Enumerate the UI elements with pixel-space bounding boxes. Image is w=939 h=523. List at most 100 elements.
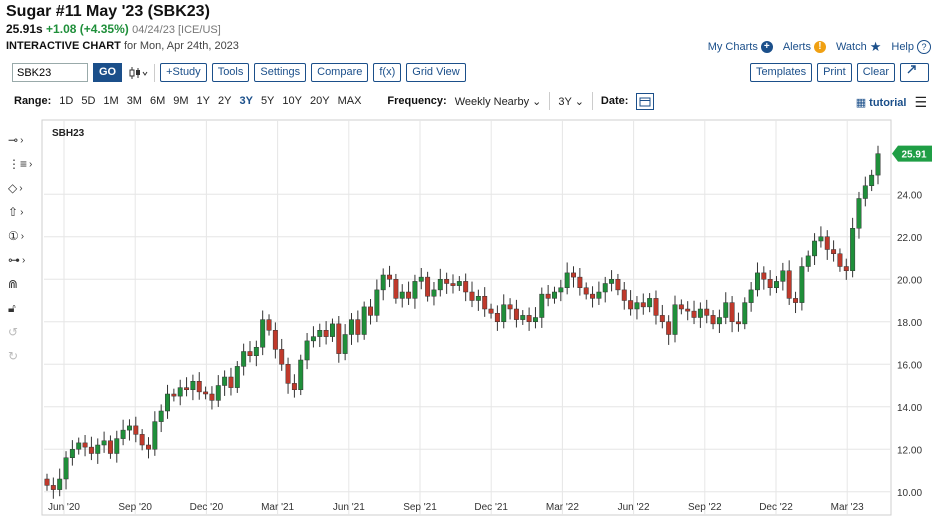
candle-body: [222, 376, 228, 386]
candle-body: [304, 340, 310, 361]
frequency-value: Weekly Nearby: [454, 95, 530, 108]
range-1y[interactable]: 1Y: [196, 95, 210, 107]
tutorial-link[interactable]: ▦ tutorial: [856, 96, 907, 109]
candle-body: [812, 240, 818, 257]
fib-tool[interactable]: ⋮≡ ›: [8, 152, 38, 176]
candle-body: [564, 272, 570, 288]
tools-button[interactable]: Tools: [211, 63, 250, 82]
chart-toolbar: GO +Study Tools Settings Compare f(x) Gr…: [12, 63, 466, 82]
candle-body: [729, 302, 735, 322]
candle-body: [374, 289, 380, 316]
candle-body: [342, 334, 348, 354]
candle-body: [596, 291, 602, 299]
alerts-link[interactable]: Alerts!: [783, 41, 826, 53]
chevron-right-icon: ›: [22, 254, 26, 266]
range-1m[interactable]: 1M: [103, 95, 119, 107]
y-tick-label: 22.00: [897, 233, 922, 244]
candle-body: [723, 302, 729, 318]
candlestick-type-icon[interactable]: [127, 63, 149, 82]
star-icon: ★: [869, 39, 882, 54]
candle-body: [184, 387, 190, 390]
add-study-button[interactable]: +Study: [160, 63, 207, 82]
expand-icon[interactable]: [900, 63, 929, 82]
print-button[interactable]: Print: [817, 63, 852, 82]
compare-button[interactable]: Compare: [311, 63, 369, 82]
calendar-icon[interactable]: [636, 92, 655, 110]
range-5d[interactable]: 5D: [81, 95, 96, 107]
range-20y[interactable]: 20Y: [309, 95, 330, 107]
range-3m[interactable]: 3M: [126, 95, 142, 107]
candle-body: [393, 279, 399, 299]
y-tick-label: 12.00: [897, 445, 922, 456]
my-charts-link[interactable]: My Charts +: [708, 41, 773, 53]
watch-link[interactable]: Watch ★: [836, 39, 881, 55]
candle-body: [869, 174, 875, 186]
range-divider: [591, 92, 593, 110]
alert-icon: !: [813, 41, 826, 53]
lock-tool[interactable]: 🔓︎: [8, 296, 38, 320]
redo-icon: ↻: [8, 349, 19, 363]
undo-icon: ↺: [8, 325, 19, 339]
candle-body: [355, 319, 361, 335]
chart-subtitle: INTERACTIVE CHART for Mon, Apr 24th, 202…: [6, 40, 239, 52]
candle-body: [640, 302, 646, 308]
candle-body: [615, 279, 621, 291]
range-6m[interactable]: 6M: [149, 95, 166, 107]
y-tick-label: 24.00: [897, 190, 922, 201]
undo-tool[interactable]: ↺: [8, 320, 38, 344]
candle-body: [710, 315, 716, 325]
price-change: +1.08 (+4.35%): [46, 22, 129, 36]
candle-body: [850, 228, 856, 271]
candle-body: [266, 319, 272, 331]
go-button[interactable]: GO: [93, 63, 123, 82]
settings-button[interactable]: Settings: [254, 63, 307, 82]
range-max[interactable]: MAX: [337, 95, 362, 107]
candle-body: [678, 304, 684, 310]
symbol-input[interactable]: [12, 63, 88, 82]
candle-body: [621, 289, 627, 301]
range-3y[interactable]: 3Y: [239, 95, 253, 107]
candle-body: [450, 283, 456, 286]
candle-body: [704, 308, 710, 316]
range-1d[interactable]: 1D: [59, 95, 74, 107]
arrow-tool[interactable]: ⇧ ›: [8, 200, 38, 224]
range-9m[interactable]: 9M: [173, 95, 189, 107]
candle-body: [69, 449, 75, 458]
x-tick-label: Sep '20: [118, 502, 152, 513]
y-tick-label: 18.00: [897, 318, 922, 329]
redo-tool[interactable]: ↻: [8, 344, 38, 368]
magnet-icon: ⋒: [8, 277, 19, 291]
candle-body: [602, 283, 608, 293]
candle-body: [177, 387, 183, 397]
range-5y[interactable]: 5Y: [260, 95, 275, 107]
clear-button[interactable]: Clear: [856, 63, 895, 82]
period-select[interactable]: 3Y ⌄: [558, 95, 584, 108]
plot-frame: [41, 119, 892, 516]
watch-label: Watch: [835, 41, 867, 53]
templates-button[interactable]: Templates: [749, 63, 813, 82]
annotation-tool[interactable]: ① ›: [8, 224, 38, 248]
range-2y[interactable]: 2Y: [218, 95, 232, 107]
function-button[interactable]: f(x): [373, 63, 402, 82]
frequency-select[interactable]: Weekly Nearby ⌄: [455, 95, 542, 108]
line-tool-icon: ⊸: [8, 133, 19, 147]
candle-body: [158, 410, 164, 422]
range-10y[interactable]: 10Y: [282, 95, 302, 107]
help-link[interactable]: Help?: [891, 40, 931, 54]
measure-tool[interactable]: ⊶ ›: [8, 248, 38, 272]
shape-tool[interactable]: ◇ ›: [8, 176, 38, 200]
menu-icon[interactable]: ☰: [914, 94, 927, 110]
unlock-icon: 🔓︎: [8, 300, 16, 315]
quote-line: 25.91s +1.08 (+4.35%) 04/24/23 [ICE/US]: [6, 22, 221, 36]
candle-body: [349, 319, 354, 335]
x-tick-label: Dec '20: [190, 502, 224, 513]
line-tool[interactable]: ⊸ ›: [8, 128, 38, 152]
magnet-tool[interactable]: ⋒: [8, 272, 38, 296]
x-tick-label: Dec '21: [474, 502, 508, 513]
grid-view-button[interactable]: Grid View: [406, 63, 466, 82]
candle-body: [310, 336, 316, 342]
candle-body: [628, 300, 634, 310]
candle-body: [875, 153, 881, 176]
candle-body: [653, 298, 659, 316]
